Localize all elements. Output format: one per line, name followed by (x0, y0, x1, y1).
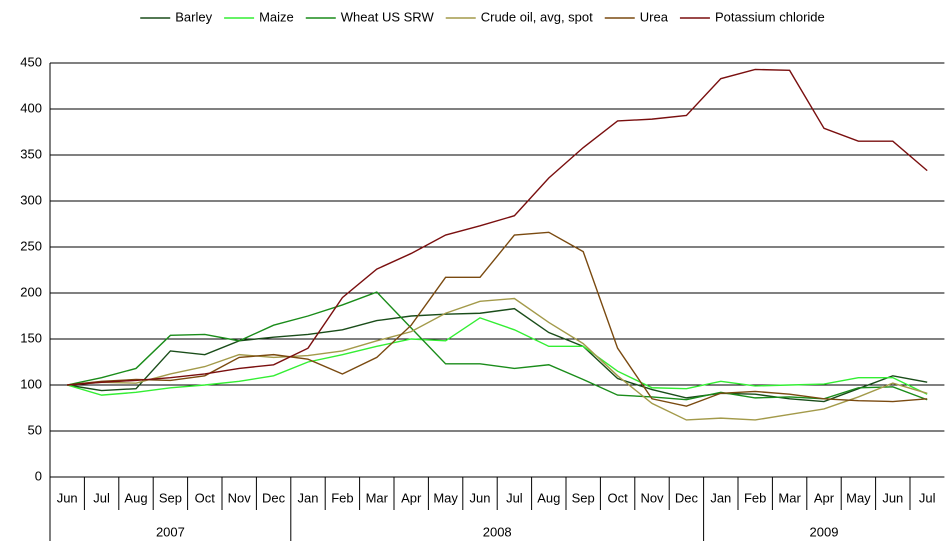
series-line (67, 231, 928, 407)
y-tick-label: 400 (20, 100, 42, 115)
x-tick-label: Nov (228, 490, 252, 505)
x-tick-label: Jul (93, 490, 110, 505)
x-tick-label: Jan (298, 490, 319, 505)
y-tick-label: 0 (35, 468, 42, 483)
x-tick-label: Jun (57, 490, 78, 505)
y-tick-label: 250 (20, 238, 42, 253)
x-tick-label: Mar (778, 490, 801, 505)
x-tick-label: May (433, 490, 458, 505)
y-tick-label: 450 (20, 54, 42, 69)
x-tick-label: Sep (159, 490, 182, 505)
x-tick-label: Apr (814, 490, 835, 505)
legend-label: Potassium chloride (715, 9, 825, 24)
legend-label: Crude oil, avg, spot (481, 9, 593, 24)
x-tick-label: Jun (470, 490, 491, 505)
x-tick-label: Aug (124, 490, 147, 505)
legend-label: Urea (640, 9, 669, 24)
x-tick-label: Dec (675, 490, 699, 505)
x-tick-label: Nov (640, 490, 664, 505)
year-label: 2007 (156, 524, 185, 539)
x-tick-label: Jun (882, 490, 903, 505)
y-tick-label: 50 (28, 422, 42, 437)
legend: Barley Maize Wheat US SRW Crude oil, avg, s… (140, 9, 825, 24)
series-line (67, 307, 928, 403)
x-tick-label: Jul (919, 490, 936, 505)
year-label: 2008 (483, 524, 512, 539)
y-tick-label: 200 (20, 284, 42, 299)
x-tick-label: Mar (366, 490, 389, 505)
x-tick-label: May (846, 490, 871, 505)
x-tick-label: Jul (506, 490, 523, 505)
x-tick-label: Sep (572, 490, 595, 505)
x-tick-label: Apr (401, 490, 422, 505)
series-line (67, 291, 928, 401)
x-tick-label: Jan (710, 490, 731, 505)
series-line (67, 68, 928, 386)
x-tick-label: Oct (607, 490, 628, 505)
y-tick-label: 300 (20, 192, 42, 207)
legend-label: Barley (175, 9, 212, 24)
y-tick-label: 100 (20, 376, 42, 391)
y-tick-label: 150 (20, 330, 42, 345)
x-tick-label: Dec (262, 490, 286, 505)
series-line (67, 297, 928, 421)
x-tick-label: Aug (537, 490, 560, 505)
legend-label: Wheat US SRW (341, 9, 435, 24)
x-tick-label: Oct (195, 490, 216, 505)
y-tick-label: 350 (20, 146, 42, 161)
year-label: 2009 (810, 524, 839, 539)
legend-label: Maize (259, 9, 294, 24)
x-tick-label: Feb (331, 490, 353, 505)
x-tick-label: Feb (744, 490, 766, 505)
series-line (67, 317, 928, 396)
